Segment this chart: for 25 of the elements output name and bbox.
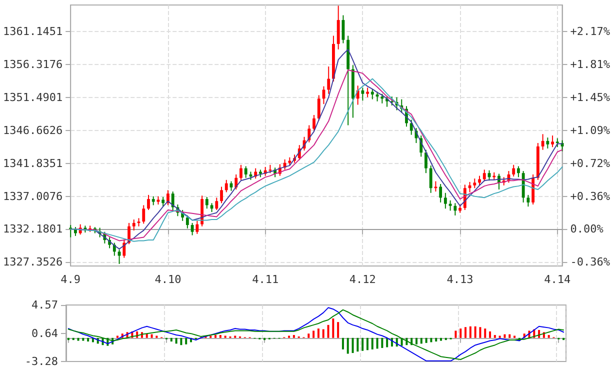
y-tick-label: 1361.1451	[2, 24, 63, 38]
y-tick-label: 1341.8351	[2, 156, 63, 170]
y-tick-label: 1356.3176	[2, 58, 63, 71]
y-tick-label: 1327.3526	[2, 256, 63, 269]
x-tick-label: 4.14	[544, 273, 572, 286]
y-tick-label: 1351.4901	[2, 90, 63, 104]
y2-tick-label: 0.00%	[570, 222, 604, 236]
y-tick-label: 1332.1801	[2, 222, 63, 236]
x-tick-label: 4.10	[154, 273, 182, 286]
y-tick-label: 1337.0076	[2, 190, 63, 203]
y2-tick-label: +1.45%	[570, 90, 610, 104]
x-tick-label: 4.13	[446, 273, 474, 286]
y-tick-label: 0.64	[32, 326, 58, 340]
y2-tick-label: +2.17%	[570, 24, 610, 38]
y2-tick-label: -0.36%	[570, 256, 610, 269]
y-tick-label: 1346.6626	[2, 124, 63, 137]
y-tick-label: 4.57	[32, 298, 58, 312]
y2-tick-label: +1.81%	[570, 58, 610, 71]
x-tick-label: 4.12	[349, 273, 376, 286]
y2-tick-label: +1.09%	[570, 124, 610, 137]
y-tick-label: -3.28	[24, 355, 58, 367]
x-tick-label: 4.9	[60, 273, 81, 286]
y2-tick-label: +0.72%	[570, 156, 610, 170]
x-tick-label: 4.11	[252, 273, 279, 286]
y2-tick-label: +0.36%	[570, 190, 610, 203]
